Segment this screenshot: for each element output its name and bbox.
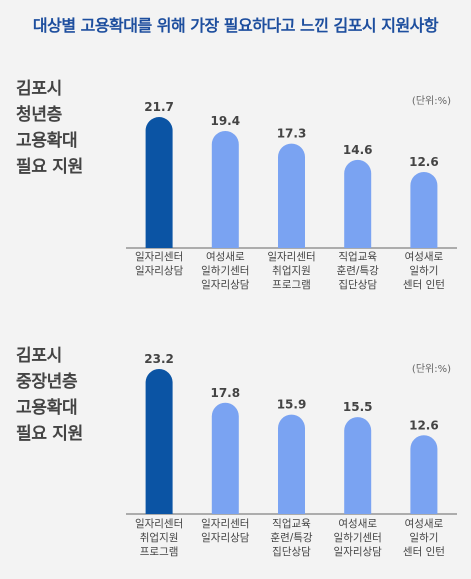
bar-4 [344, 417, 372, 514]
bar-3 [278, 143, 305, 248]
category-label-4: 직업교육 훈련/특강 집단상담 [337, 250, 380, 291]
category-label-2: 일자리센터 일자리상담 [201, 517, 250, 544]
main-title: 대상별 고용확대를 위해 가장 필요하다고 느낀 김포시 지원사항 [32, 16, 439, 35]
category-label-1: 일자리센터 일자리상담 [135, 250, 184, 277]
data-label-1: 21.7 [144, 100, 174, 114]
bar-4 [344, 159, 372, 248]
bar-1 [145, 117, 173, 249]
data-label-3: 17.3 [277, 127, 307, 141]
data-label-5: 12.6 [409, 418, 439, 432]
category-label-5: 여성새로 일하기 센터 인턴 [403, 518, 445, 558]
data-label-4: 14.6 [343, 143, 373, 157]
category-label-3: 일자리센터 취업지원 프로그램 [267, 250, 315, 291]
bar-1 [145, 369, 173, 514]
youth-chart-title: 김포시 청년층 고용확대 필요 지원 [16, 79, 83, 177]
category-label-5: 여성새로 일하기 센터 인턴 [403, 251, 445, 291]
bar-5 [410, 171, 438, 248]
category-label-3: 직업교육 훈련/특강 집단상담 [270, 517, 313, 558]
data-label-1: 23.2 [144, 352, 174, 366]
youth-chart-section: 김포시 청년층 고용확대 필요 지원 (단위:%) 21.7 일자리센터 일자리상담… [16, 79, 457, 291]
data-label-2: 17.8 [210, 386, 240, 400]
data-label-4: 15.5 [343, 400, 373, 414]
category-label-4: 여성새로 일하기센터 일자리상담 [334, 518, 383, 558]
bar-3 [278, 414, 305, 514]
bar-5 [410, 435, 438, 514]
youth-unit-label: (단위:%) [411, 96, 451, 107]
youth-bar-chart: 21.7 일자리센터 일자리상담 19.4 여성새로 일하기센터 일자리상담 17.3 일자리센… [126, 100, 457, 291]
bar-2 [211, 130, 239, 248]
middle-age-chart-title: 김포시 중장년층 고용확대 필요 지원 [16, 346, 83, 444]
bar-2 [211, 402, 239, 514]
data-label-3: 15.9 [277, 398, 307, 412]
category-label-1: 일자리센터 취업지원 프로그램 [135, 517, 183, 558]
data-label-2: 19.4 [210, 114, 240, 128]
category-label-2: 여성새로 일하기센터 일자리상담 [201, 251, 250, 291]
middle-age-unit-label: (단위:%) [411, 364, 451, 375]
data-label-5: 12.6 [409, 155, 439, 169]
